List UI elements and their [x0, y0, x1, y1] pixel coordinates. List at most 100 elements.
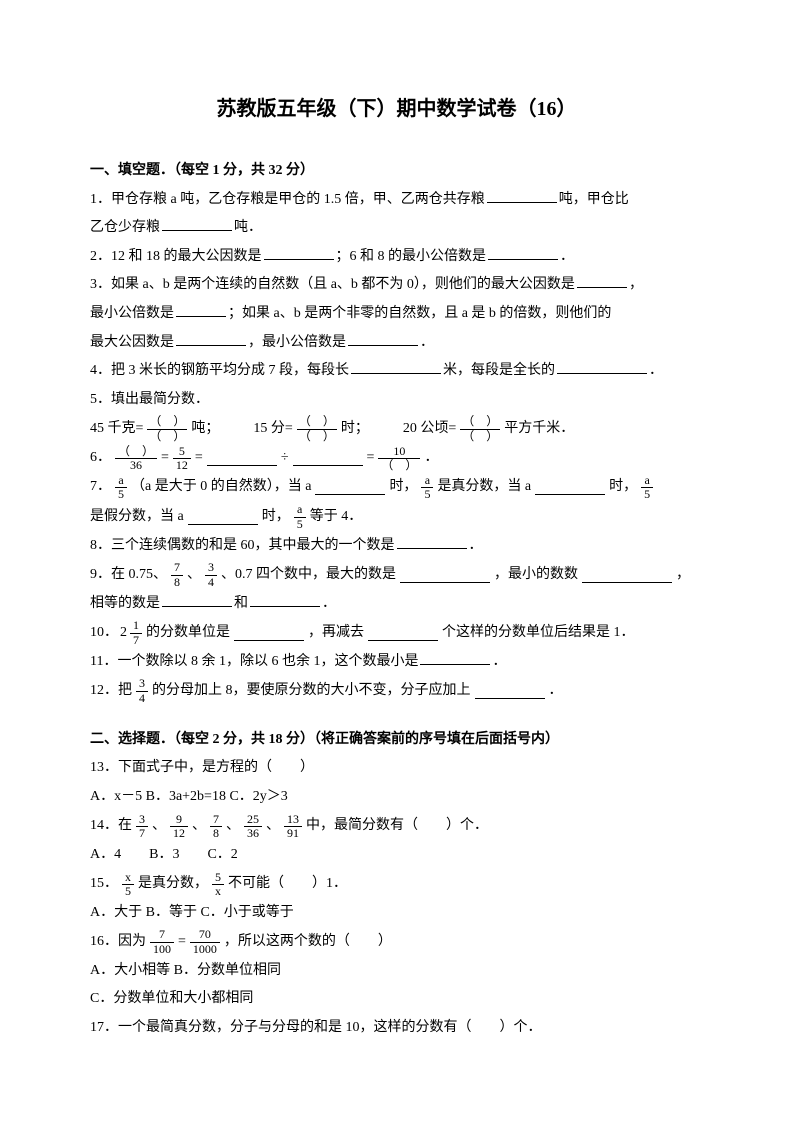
fraction: 7100 — [150, 928, 174, 955]
q2-text-c: ． — [560, 249, 574, 264]
q9a: 9．在 0.75、 — [90, 562, 167, 589]
q8: 8．三个连续偶数的和是 60，其中最大的一个数是． — [90, 533, 703, 560]
blank — [487, 187, 557, 202]
q13: 13．下面式子中，是方程的（ ） — [90, 755, 703, 782]
q7-l2: 是假分数，当 a 时， a5 等于 4． — [90, 503, 703, 530]
frac-num: 7 — [210, 813, 222, 826]
frac-den: 100 — [150, 942, 174, 956]
q8b: ． — [469, 538, 483, 553]
blank — [176, 330, 246, 345]
frac-den: 36 — [244, 826, 262, 840]
q15c: 不可能（ ）1． — [228, 871, 347, 898]
q14-options: A．4 B．3 C．2 — [90, 842, 703, 869]
frac-num: 9 — [170, 813, 188, 826]
q9-l2: 相等的数是和． — [90, 591, 703, 618]
q2-text-a: 2．12 和 18 的最大公因数是 — [90, 249, 262, 264]
fraction: 78 — [171, 561, 183, 588]
frac-den: （ ） — [147, 429, 187, 443]
q2: 2．12 和 18 的最大公因数是 ；6 和 8 的最小公倍数是 ． — [90, 244, 703, 271]
q4c: ． — [649, 363, 663, 378]
q9b: 、 — [187, 562, 201, 589]
q6b: = — [195, 445, 203, 472]
paren-fraction: （ ）（ ） — [147, 415, 187, 442]
eq: = — [161, 445, 169, 472]
q12a: 12．把 — [90, 678, 132, 705]
frac-num: 7 — [171, 561, 183, 574]
frac-num: （ ） — [147, 415, 187, 428]
q5-3b: 平方千米． — [504, 416, 574, 443]
section1-header: 一、填空题．（每空 1 分，共 32 分） — [90, 158, 703, 185]
blank — [420, 649, 490, 664]
frac-den: （ ） — [378, 458, 420, 472]
frac-num: 10 — [378, 445, 420, 458]
q5-3a: 20 公顷= — [403, 416, 456, 443]
blank — [535, 480, 605, 495]
frac-den: 7 — [136, 826, 148, 840]
fraction: a5 — [294, 503, 306, 530]
section2-header: 二、选择题．（每空 2 分，共 18 分）（将正确答案前的序号填在后面括号内） — [90, 727, 703, 754]
q2-text-b: ；6 和 8 的最小公倍数是 — [336, 249, 487, 264]
frac-den: 4 — [205, 575, 217, 589]
q6a: 6． — [90, 445, 111, 472]
page-title: 苏教版五年级（下）期中数学试卷（16） — [90, 90, 703, 128]
q16: 16．因为 7100 = 701000 ，所以这两个数的（ ） — [90, 928, 703, 955]
frac-num: 25 — [244, 813, 262, 826]
frac-num: （ ） — [115, 445, 157, 458]
q3b: ， — [629, 277, 643, 292]
fraction: 34 — [205, 561, 217, 588]
fraction: 78 — [210, 813, 222, 840]
sep: 、 — [152, 813, 166, 840]
q4b: 米，每段是全长的 — [443, 363, 555, 378]
fraction: 1391 — [284, 813, 302, 840]
frac-num: a — [421, 474, 433, 487]
paren-fraction: （ ）（ ） — [297, 415, 337, 442]
q1-text-c: 乙仓少存粮 — [90, 220, 160, 235]
q15-options: A．大于 B．等于 C．小于或等于 — [90, 900, 703, 927]
q7g: 时， — [262, 504, 290, 531]
blank — [162, 591, 232, 606]
frac-num: 5 — [212, 871, 224, 884]
blank — [397, 533, 467, 548]
q1-text-a: 1．甲仓存粮 a 吨，乙仓存粮是甲仓的 1.5 倍，甲、乙两仓共存粮 — [90, 192, 485, 207]
blank — [315, 480, 385, 495]
blank — [488, 244, 558, 259]
q14: 14．在 37 、 912 、 78 、 2536 、 1391 中，最简分数有… — [90, 813, 703, 840]
q9: 9．在 0.75、 78 、 34 、0.7 四个数中，最大的数是 ，最小的数数… — [90, 561, 703, 588]
frac-num: 3 — [136, 813, 148, 826]
frac-num: 7 — [150, 928, 174, 941]
frac-den: 36 — [115, 458, 157, 472]
fraction: a5 — [421, 474, 433, 501]
blank — [557, 359, 647, 374]
q14f: 中，最简分数有（ ）个． — [306, 813, 488, 840]
fraction: 912 — [170, 813, 188, 840]
q6e: ． — [424, 445, 438, 472]
q3c: 最小公倍数是 — [90, 306, 174, 321]
frac-den: x — [212, 884, 224, 898]
q11: 11．一个数除以 8 余 1，除以 6 也余 1，这个数最小是． — [90, 649, 703, 676]
q16-options-2: C．分数单位和大小都相同 — [90, 986, 703, 1013]
frac-num: a — [641, 474, 653, 487]
q7a: 7． — [90, 474, 111, 501]
blank — [176, 302, 226, 317]
q6: 6． （ ）36 = 512 = ÷ = 10（ ） ． — [90, 445, 703, 472]
fraction: a5 — [115, 474, 127, 501]
frac-den: 12 — [173, 458, 191, 472]
blank — [348, 330, 418, 345]
frac-den: 12 — [170, 826, 188, 840]
q5-1b: 吨； — [191, 416, 219, 443]
blank — [582, 567, 672, 582]
frac-den: （ ） — [297, 429, 337, 443]
q10c: ，再减去 — [308, 620, 364, 647]
mixed-number: 217 — [120, 619, 144, 646]
whole: 2 — [120, 620, 127, 647]
q15b: 是真分数， — [138, 871, 208, 898]
q4a: 4．把 3 米长的钢筋平均分成 7 段，每段长 — [90, 363, 349, 378]
q11b: ． — [492, 654, 506, 669]
q16b: = — [178, 929, 186, 956]
q3e: 最大公因数是 — [90, 335, 174, 350]
blank — [188, 509, 258, 524]
frac-num: a — [294, 503, 306, 516]
q7h: 等于 4． — [310, 504, 363, 531]
q3f: ，最小公倍数是 — [248, 335, 346, 350]
q15: 15． x5 是真分数， 5x 不可能（ ）1． — [90, 871, 703, 898]
